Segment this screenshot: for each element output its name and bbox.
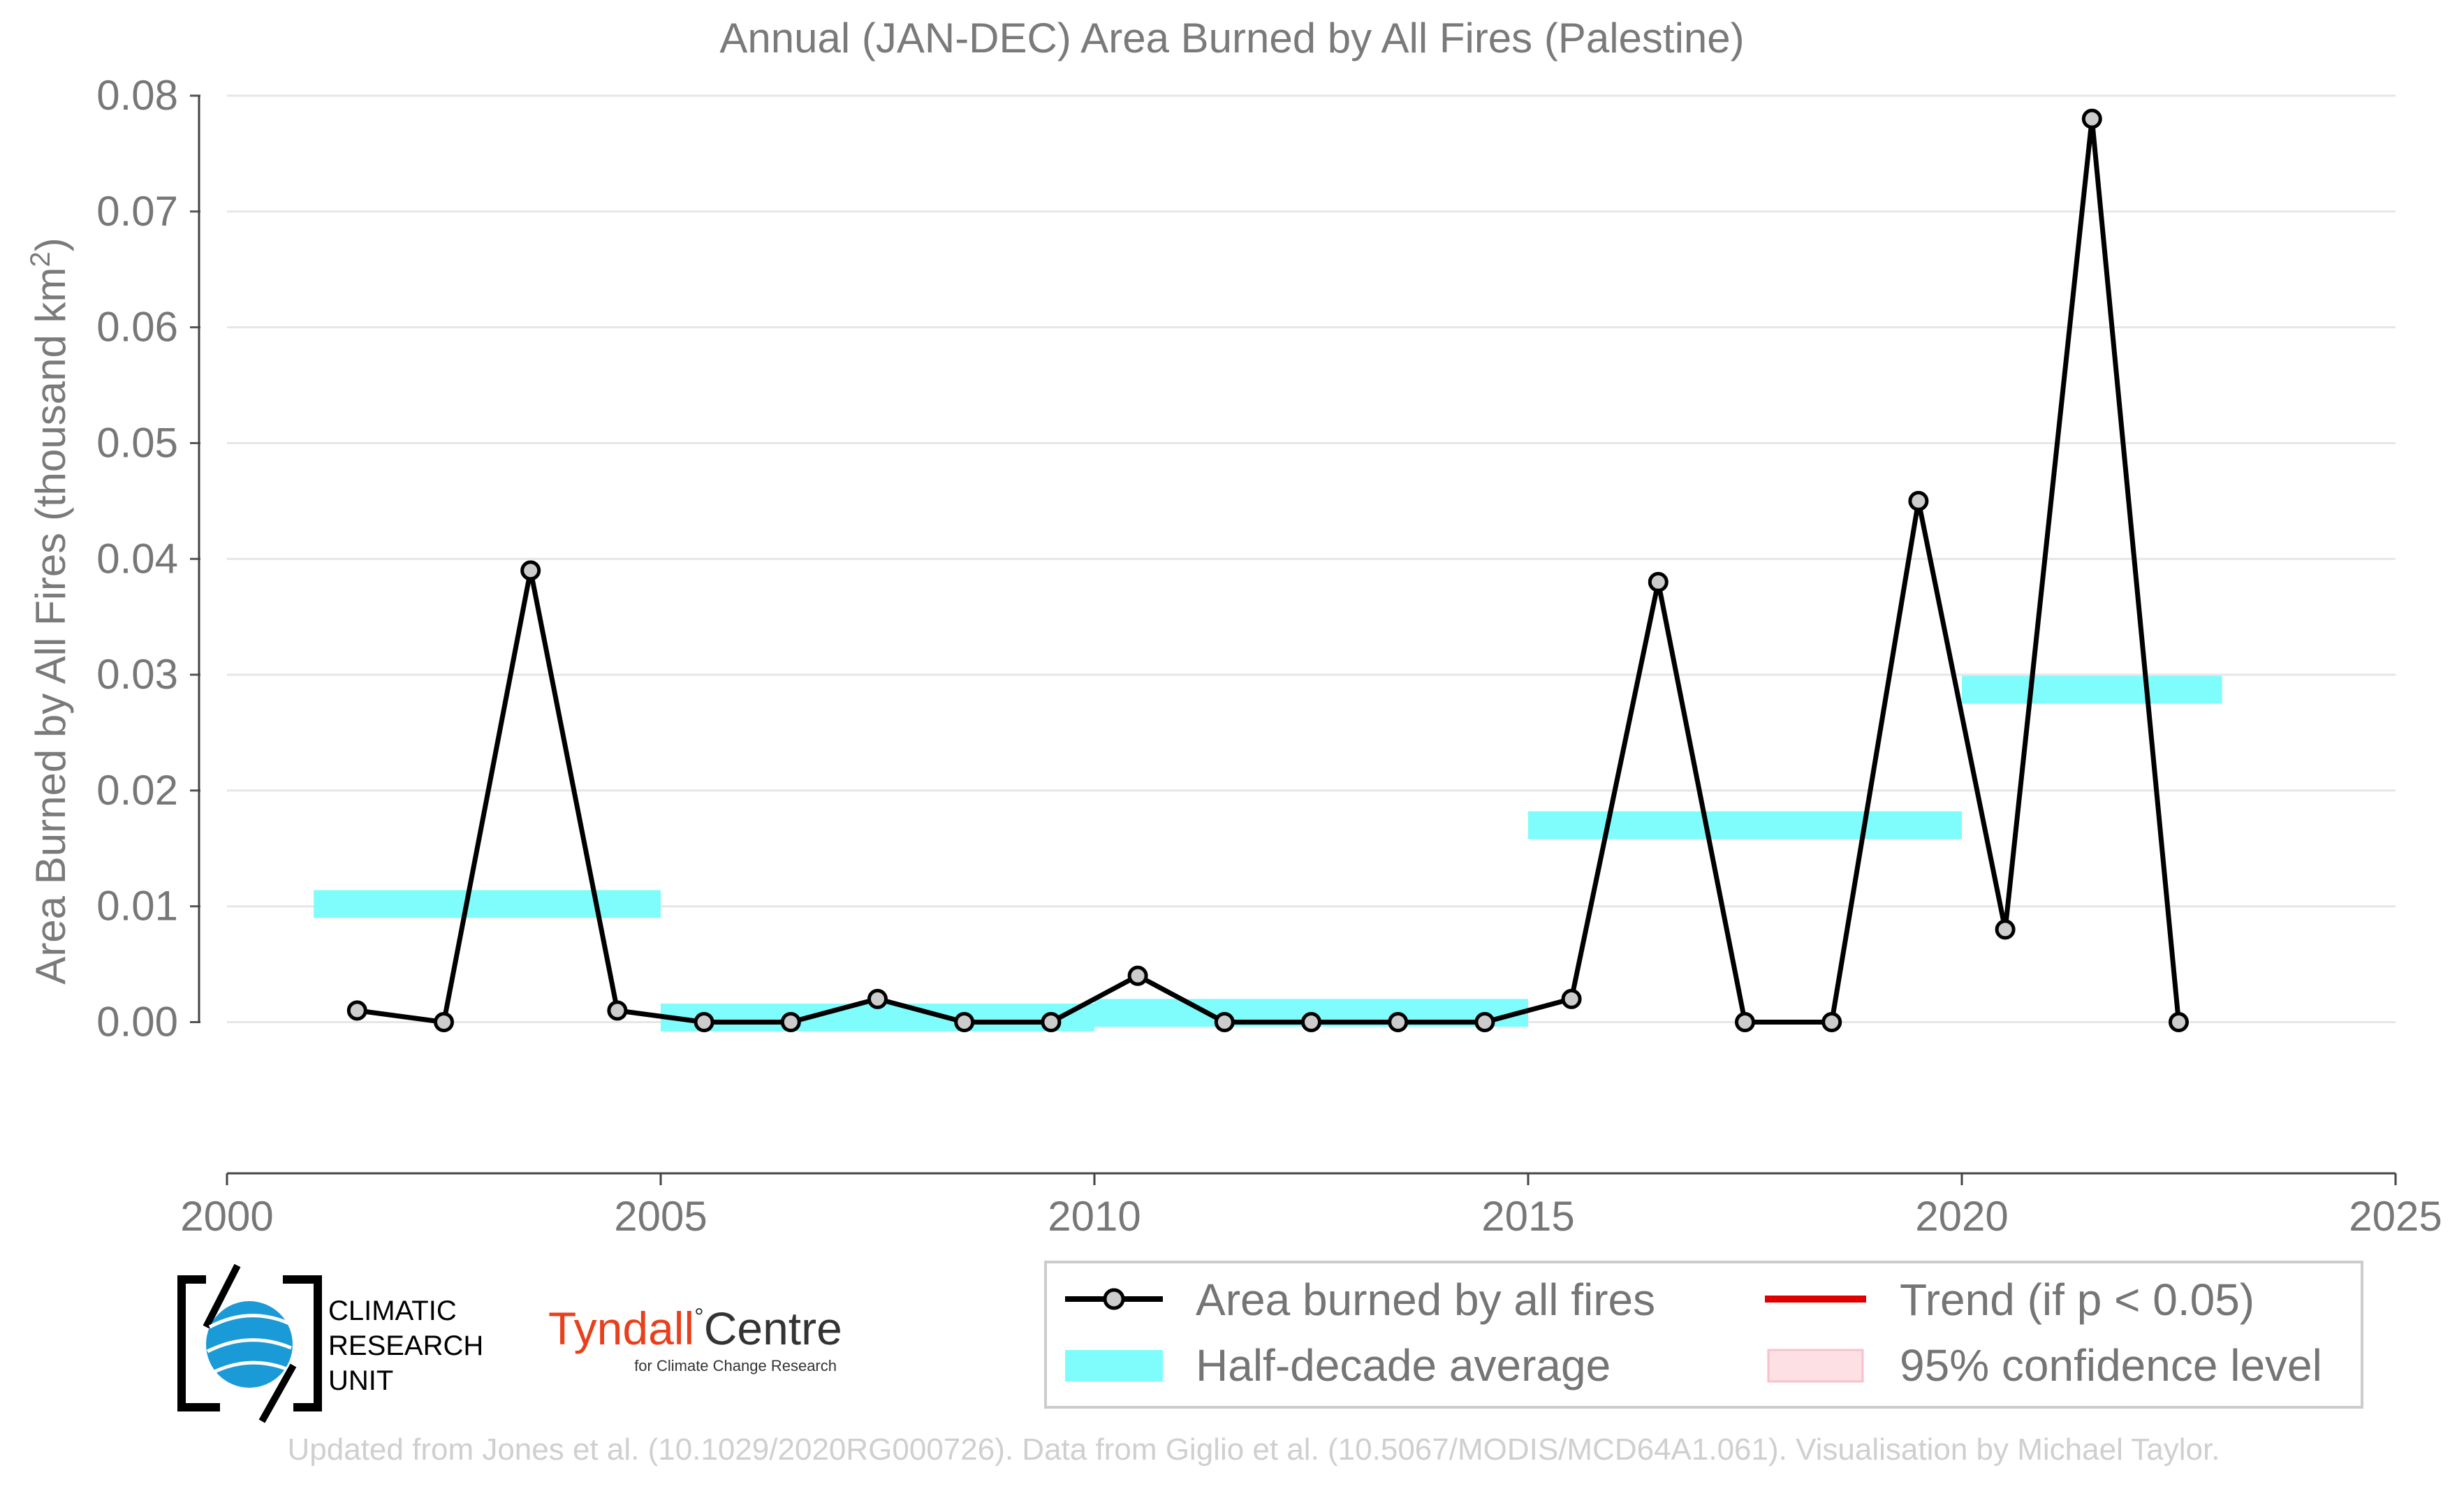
data-point bbox=[346, 1000, 367, 1021]
cru-line-3: UNIT bbox=[328, 1365, 393, 1396]
y-tick-label: 0.05 bbox=[96, 419, 178, 466]
cru-bracket-right bbox=[283, 1275, 322, 1411]
globe-lines bbox=[206, 1314, 292, 1374]
legend: Area burned by all fires Trend (if p < 0… bbox=[1044, 1261, 2363, 1409]
x-axis: 2000 2005 2010 2015 2020 2025 bbox=[180, 1172, 2442, 1240]
legend-label-trend: Trend (if p < 0.05) bbox=[1900, 1275, 2254, 1325]
chart-title: Annual (JAN-DEC) Area Burned by All Fire… bbox=[719, 15, 1744, 61]
x-tick-label: 2020 bbox=[1915, 1193, 2008, 1240]
half-decade-average-bar bbox=[314, 890, 661, 918]
y-tick-label: 0.03 bbox=[96, 651, 178, 698]
footer-credit: Updated from Jones et al. (10.1029/2020R… bbox=[288, 1432, 2220, 1467]
x-tick-label: 2025 bbox=[2349, 1193, 2442, 1240]
legend-box bbox=[1044, 1261, 2363, 1409]
tyndall-logo-text: Tyndall°Centre bbox=[548, 1303, 842, 1354]
cru-bracket-left bbox=[177, 1275, 220, 1411]
data-point bbox=[1735, 1012, 1755, 1033]
y-tick-label: 0.04 bbox=[96, 535, 178, 582]
data-point bbox=[1388, 1012, 1409, 1033]
cru-slash-bottom bbox=[258, 1363, 297, 1423]
data-point bbox=[780, 1012, 801, 1033]
legend-marker-swatch bbox=[1103, 1288, 1125, 1310]
data-point bbox=[954, 1012, 975, 1033]
x-tick-label: 2000 bbox=[180, 1193, 273, 1240]
data-point bbox=[1041, 1012, 1062, 1033]
y-tick-label: 0.01 bbox=[96, 883, 178, 930]
y-tick-label: 0.02 bbox=[96, 767, 178, 814]
data-point bbox=[520, 560, 541, 581]
y-tick-label: 0.06 bbox=[96, 304, 178, 351]
data-point bbox=[1214, 1012, 1235, 1033]
legend-label-area: Area burned by all fires bbox=[1196, 1275, 1655, 1325]
half-decade-average-bar bbox=[1528, 811, 1962, 839]
tyndall-subtitle: for Climate Change Research bbox=[634, 1357, 837, 1374]
cru-slash-top bbox=[203, 1263, 241, 1329]
y-axis-label: Area Burned by All Fires (thousand km2) bbox=[25, 237, 74, 984]
tyndall-logo: Tyndall°Centre for Climate Change Resear… bbox=[548, 1303, 842, 1374]
x-tick-label: 2010 bbox=[1048, 1193, 1141, 1240]
half-decade-average-bars bbox=[314, 675, 2222, 1032]
data-point bbox=[1648, 571, 1669, 592]
tyndall-degree: ° bbox=[694, 1304, 704, 1330]
data-point bbox=[2169, 1012, 2189, 1033]
half-decade-average-bar bbox=[1962, 675, 2222, 704]
data-point bbox=[607, 1000, 628, 1021]
data-point bbox=[1561, 988, 1582, 1009]
legend-label-confidence: 95% confidence level bbox=[1900, 1340, 2322, 1391]
data-point bbox=[434, 1012, 454, 1033]
data-point bbox=[1995, 919, 2016, 940]
tyndall-centre: Centre bbox=[704, 1303, 842, 1354]
y-tick-label: 0.00 bbox=[96, 999, 178, 1046]
data-point bbox=[1908, 490, 1929, 511]
cru-logo: CLIMATIC RESEARCH UNIT bbox=[177, 1263, 483, 1423]
y-tick-label: 0.08 bbox=[96, 72, 178, 119]
data-point bbox=[1127, 965, 1148, 986]
data-point bbox=[867, 988, 888, 1009]
cru-line-2: RESEARCH bbox=[328, 1330, 483, 1361]
legend-label-average: Half-decade average bbox=[1196, 1340, 1611, 1391]
y-axis-label-close: ) bbox=[27, 237, 74, 251]
data-point bbox=[1474, 1012, 1495, 1033]
y-axis: 0.00 0.01 0.02 0.03 0.04 0.05 0.06 0.07 0.08 bbox=[96, 72, 200, 1046]
data-point bbox=[1821, 1012, 1842, 1033]
series-area-burned bbox=[346, 108, 2189, 1033]
series-line bbox=[356, 116, 2181, 1025]
grid-lines bbox=[227, 94, 2396, 1024]
tyndall-name: Tyndall bbox=[548, 1303, 694, 1354]
x-tick-label: 2015 bbox=[1481, 1193, 1574, 1240]
y-tick-label: 0.07 bbox=[96, 188, 178, 235]
data-point bbox=[694, 1012, 714, 1033]
data-point bbox=[1301, 1012, 1321, 1033]
data-point bbox=[2081, 108, 2102, 129]
legend-average-swatch bbox=[1065, 1350, 1163, 1381]
y-axis-label-sup: 2 bbox=[25, 251, 56, 267]
x-tick-label: 2005 bbox=[614, 1193, 707, 1240]
legend-confidence-swatch bbox=[1767, 1349, 1864, 1383]
cru-line-1: CLIMATIC bbox=[328, 1296, 457, 1326]
y-axis-label-main: Area Burned by All Fires (thousand km bbox=[27, 267, 74, 985]
